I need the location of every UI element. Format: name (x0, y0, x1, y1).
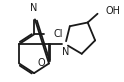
Text: O: O (37, 58, 45, 68)
Text: N: N (62, 47, 69, 57)
Text: Cl: Cl (53, 29, 63, 39)
Text: OH: OH (105, 6, 120, 16)
Text: N: N (30, 3, 38, 13)
